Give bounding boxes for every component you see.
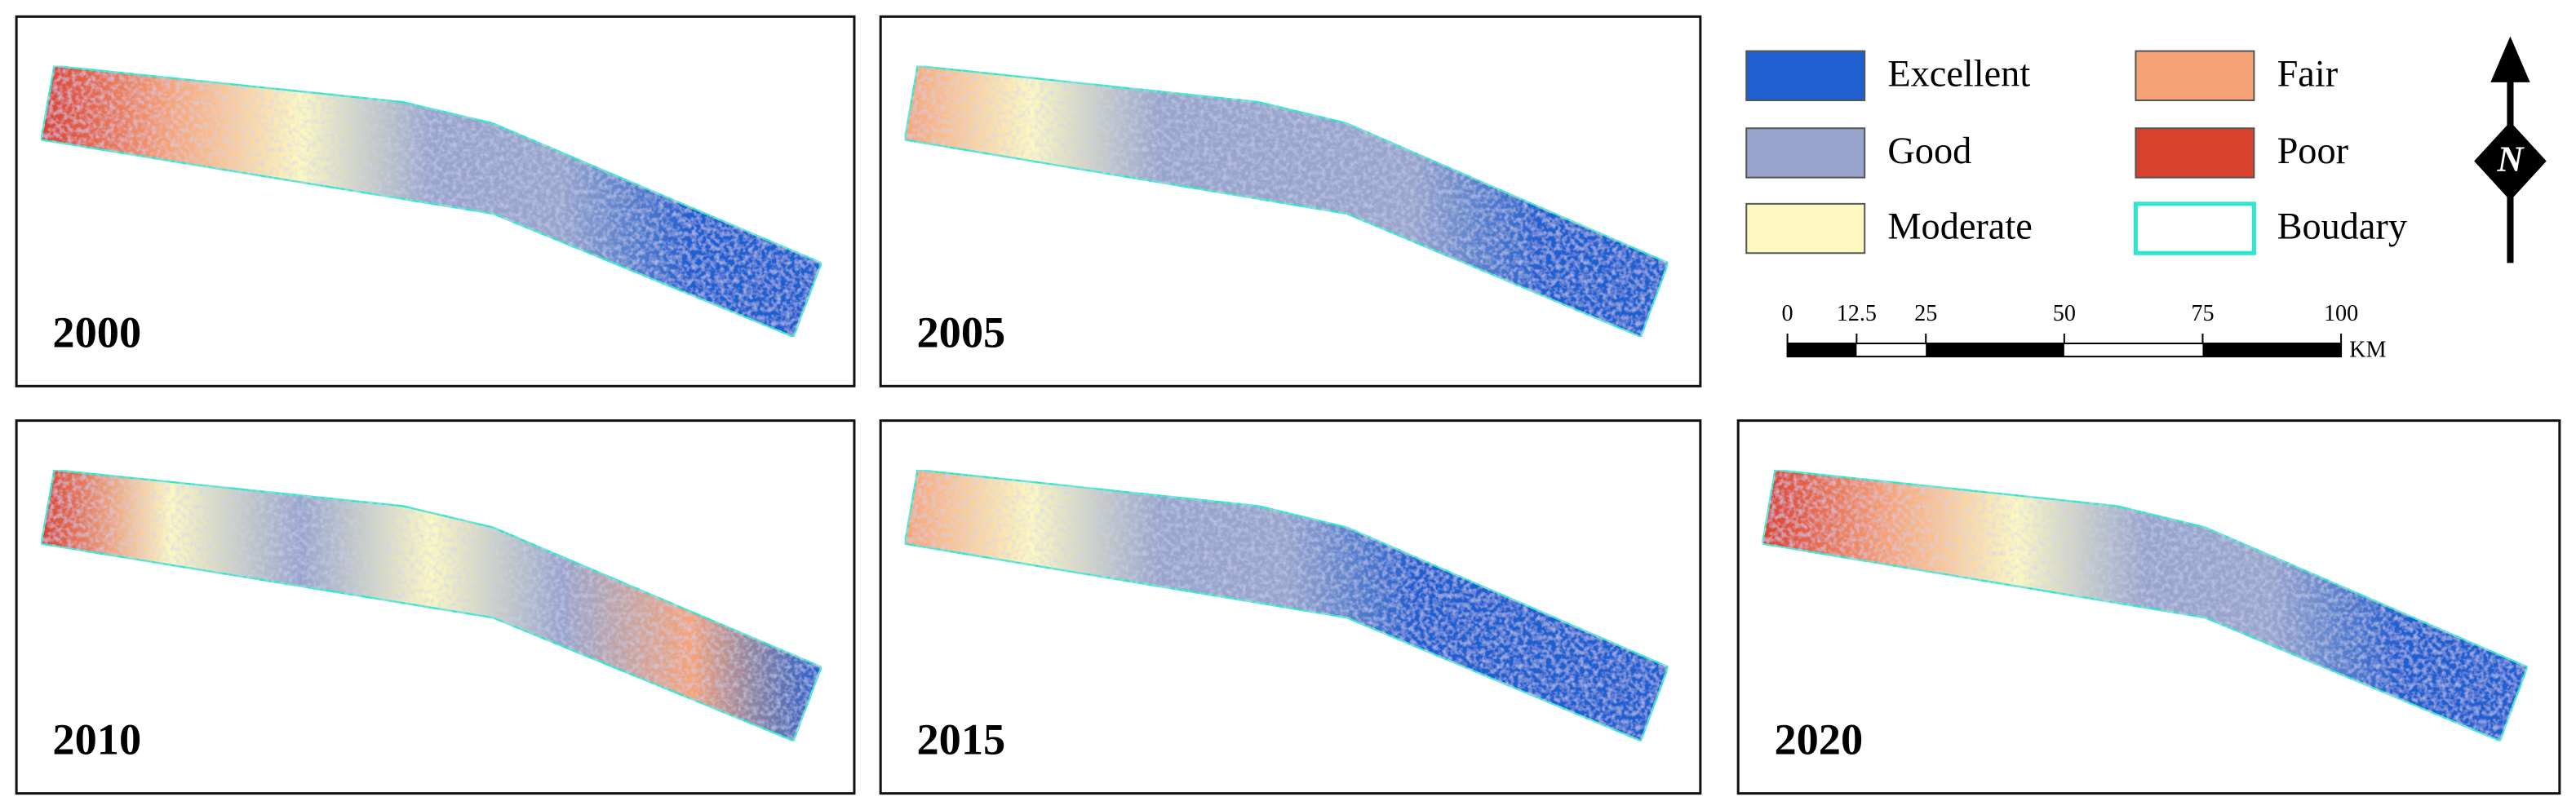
year-label: 2020 [1774,715,1863,764]
map-panel: 2005 [879,15,1702,387]
legend-swatch [2135,50,2255,102]
scale-bar-segment [1926,343,2064,357]
study-area [39,64,823,339]
scale-bar-segment [1787,343,1857,357]
year-label: 2015 [916,715,1005,764]
legend-label: Boudary [2277,206,2407,248]
legend-label: Excellent [1887,53,2030,95]
map-panel: 2015 [879,419,1702,795]
scale-label: 25 [1914,301,1937,326]
north-label: N [2496,139,2525,179]
study-area [39,468,823,742]
legend-swatch [1745,127,1866,179]
legend-swatch [1745,50,1866,102]
year-label: 2005 [916,308,1005,356]
north-arrow-head [2490,36,2530,82]
scale-unit: KM [2349,338,2386,363]
scale-label: 50 [2053,301,2076,326]
legend-swatch [1745,202,1866,255]
legend-label: Moderate [1887,206,2032,248]
study-area [903,468,1669,742]
scale-label: 75 [2191,301,2214,326]
study-area [1761,468,2529,742]
scale-bar-segment [2202,343,2342,357]
map-panel: 2000 [15,15,856,387]
year-label: 2010 [52,715,141,764]
map-panel: 2010 [15,419,856,795]
legend-label: Good [1887,131,1971,172]
study-area [903,64,1669,339]
legend-label: Fair [2277,53,2339,95]
legend-swatch [2133,201,2256,255]
map-panel: 2020 [1736,419,2561,795]
scale-label: 100 [2324,301,2358,326]
legend-swatch [2135,127,2255,179]
scale-label: 0 [1782,301,1793,326]
scale-label: 12.5 [1837,301,1877,326]
year-label: 2000 [52,308,141,356]
legend-label: Poor [2277,131,2349,172]
